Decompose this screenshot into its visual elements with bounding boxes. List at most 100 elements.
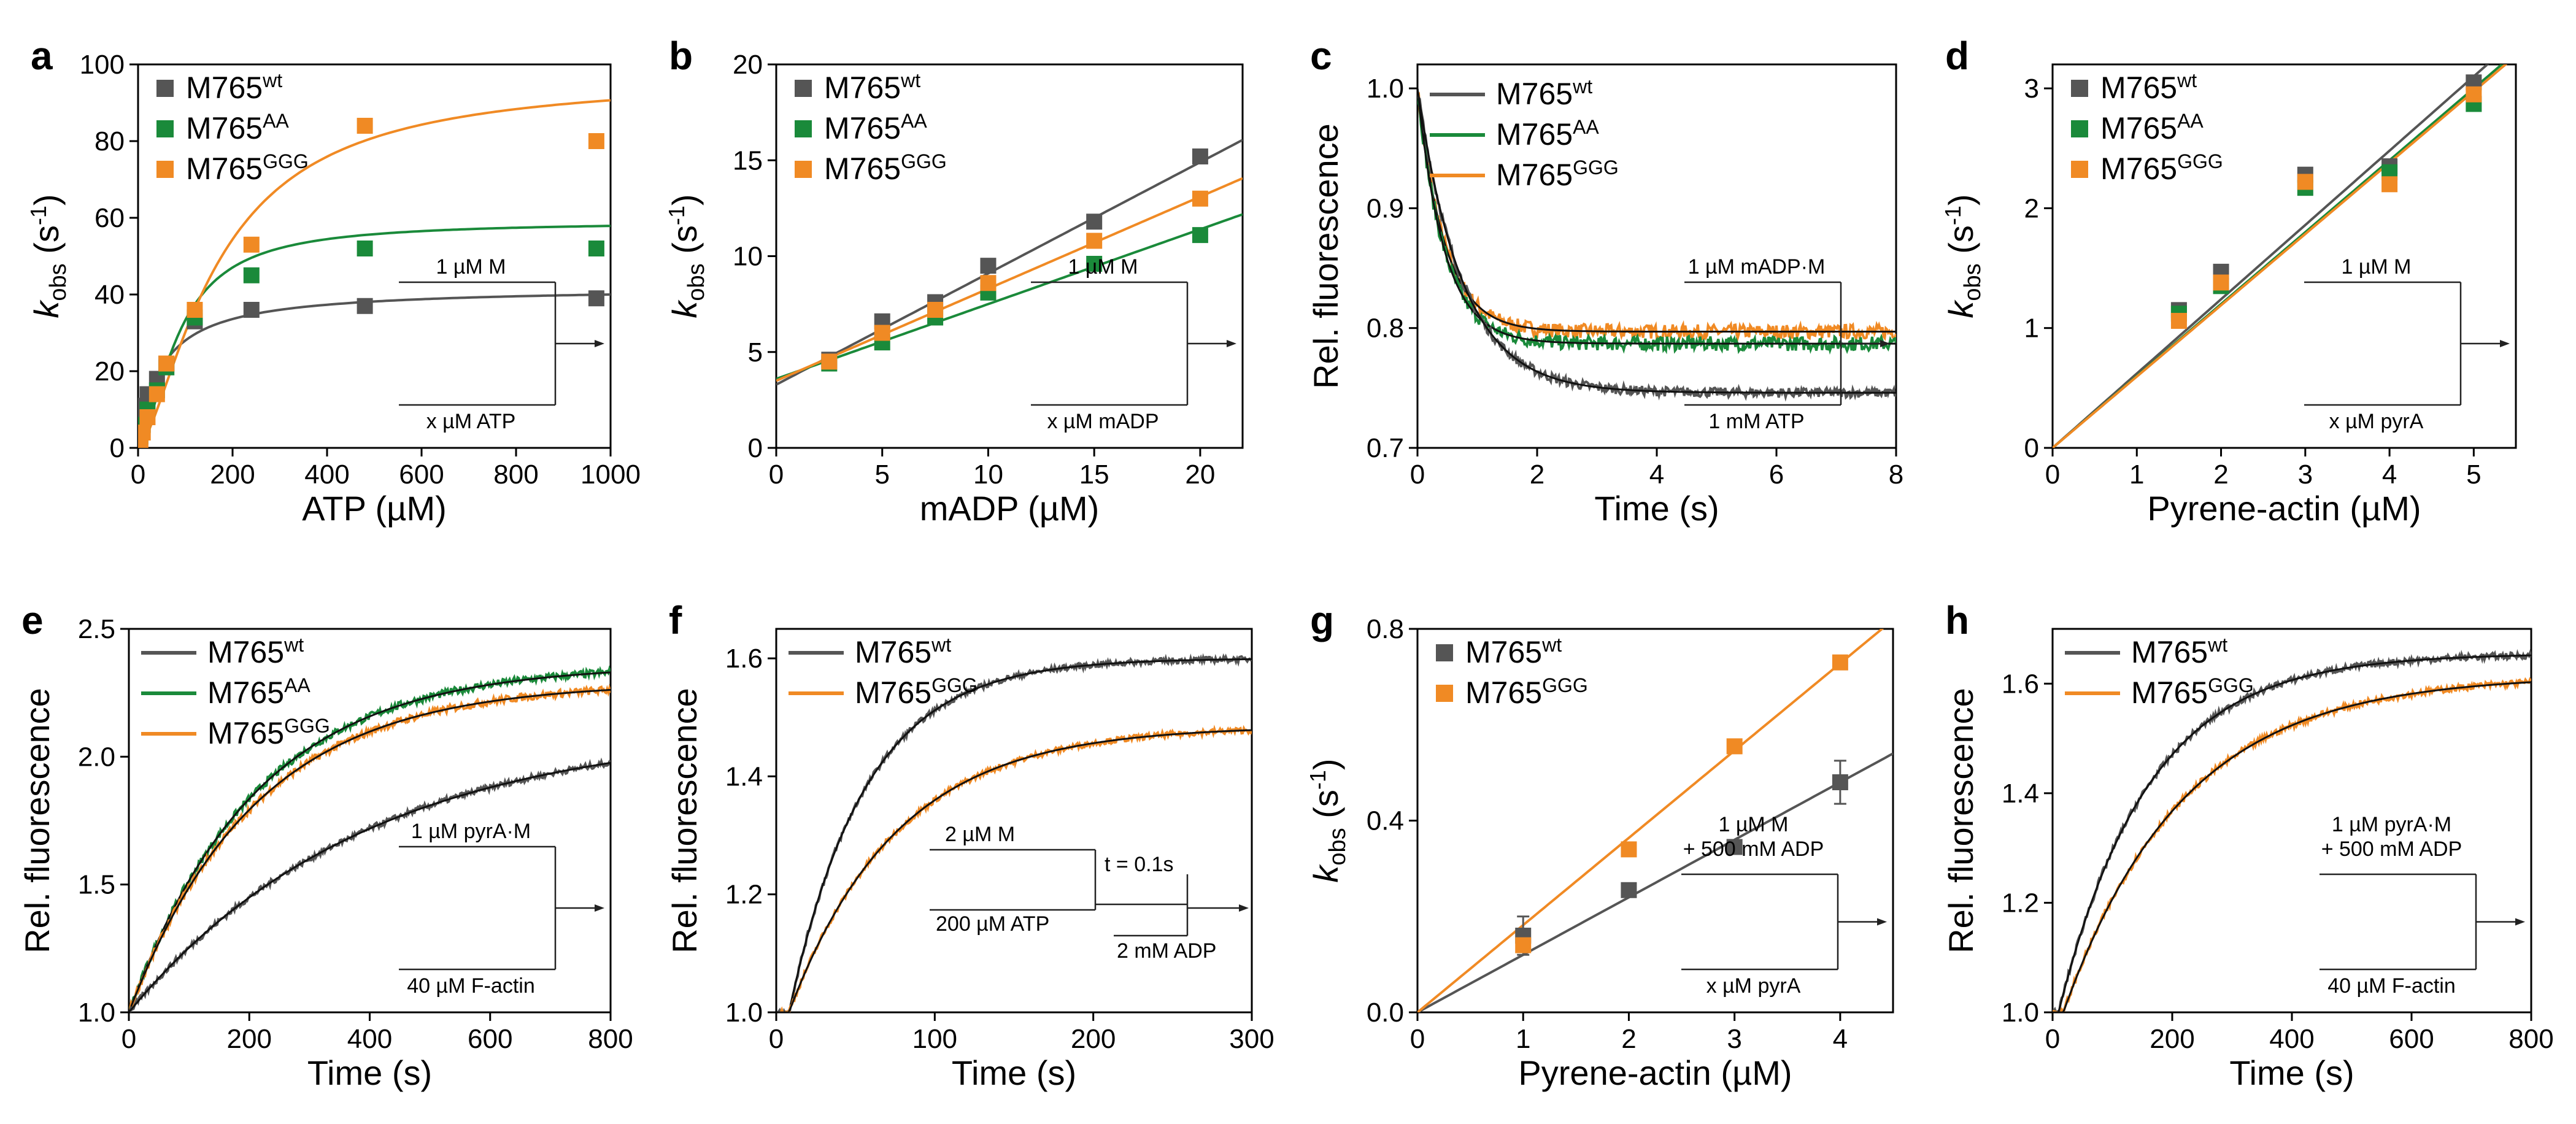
x-tick-label: 10: [973, 460, 1003, 490]
data-point-wt: [1832, 774, 1848, 790]
y-label-exp: -1: [1940, 206, 1965, 225]
panel-g: 0 1 2 3 4 0.0 0.4 0.8 Pyrene-actin (µM) kobs (s-1…: [1305, 598, 1894, 1092]
y-label-unit: (s: [1306, 790, 1345, 828]
panel-e: 0 200 400 600 800 1.0 1.5 2.0 2.5 Time (s) Rel. fl…: [18, 598, 633, 1092]
scheme-bottom-label: 40 µM F-actin: [2327, 974, 2456, 998]
plot-area: [1417, 88, 1896, 402]
axes-frame: [128, 628, 612, 1014]
scheme-top-label: 1 µM M: [436, 255, 506, 279]
x-tick-label: 0: [121, 1024, 136, 1054]
legend-label-GGG: M765GGG: [186, 150, 309, 186]
data-point-GGG: [138, 425, 151, 441]
trace-wt: [1417, 93, 1896, 402]
y-tick-label: 2.5: [78, 614, 115, 644]
legend-marker-wt: [795, 80, 812, 97]
scheme-arrowhead: [2515, 918, 2525, 926]
y-label-sub: obs: [45, 263, 71, 301]
y-axis-label: Rel. fluorescence: [18, 688, 56, 953]
data-point-GGG: [1832, 654, 1848, 671]
data-point-wt: [1086, 214, 1103, 230]
legend-label-sup: wt: [931, 634, 951, 656]
panel-label: b: [669, 34, 693, 78]
data-point-GGG: [874, 325, 890, 341]
data-point-wt: [357, 298, 373, 314]
x-tick-label: 0: [131, 460, 145, 490]
axes-frame: [137, 63, 612, 449]
trace-wt: [2053, 649, 2531, 1012]
x-tick-label: 8: [1889, 460, 1903, 490]
legend-label-base: M765: [207, 676, 284, 710]
data-point-AA: [357, 241, 373, 256]
legend-label-GGG: M765GGG: [855, 674, 978, 710]
data-point-GGG: [980, 275, 997, 291]
x-tick-label: 0: [769, 460, 784, 490]
data-point-GGG: [1515, 937, 1532, 953]
fit-curve-AA: [129, 671, 611, 1012]
scheme-arrowhead: [2500, 340, 2510, 347]
legend-label-base: M765: [2131, 635, 2208, 669]
legend-label-wt: M765wt: [1465, 634, 1562, 669]
legend-marker-wt: [2071, 80, 2088, 97]
legend-label-GGG: M765GGG: [2131, 674, 2254, 710]
legend-label-sup: wt: [262, 69, 282, 91]
legend-label-sup: GGG: [931, 674, 978, 696]
legend-label-sup: GGG: [1573, 156, 1619, 179]
y-label-sub: obs: [684, 263, 709, 301]
legend-label-base: M765: [824, 71, 901, 105]
data-point-GGG: [927, 302, 944, 318]
y-label-close: ): [1942, 194, 1980, 206]
panel-h: 0 200 400 600 800 1.0 1.2 1.4 1.6 Time (s) Rel. fl…: [1942, 598, 2554, 1092]
legend-label-sup: GGG: [2208, 674, 2254, 696]
fit-line-wt: [1417, 752, 1893, 1012]
y-label-unit: (s: [665, 225, 704, 263]
fit-curve-GGG: [129, 688, 611, 1012]
scheme-top-label: 1 µM pyrA·M: [2332, 813, 2451, 836]
legend-label-wt: M765wt: [207, 634, 304, 669]
scheme-mid-label: 200 µM ATP: [936, 912, 1049, 936]
trace-AA: [129, 665, 611, 1010]
trace-GGG: [779, 725, 1252, 1012]
data-point-GGG: [148, 386, 165, 402]
legend-label-base: M765: [824, 111, 901, 145]
y-tick-label: 0: [2024, 433, 2039, 463]
y-tick-label: 1: [2024, 314, 2039, 344]
x-axis-label: ATP (µM): [302, 489, 447, 528]
trace-wt: [129, 757, 611, 1012]
data-point-GGG: [821, 353, 838, 370]
legend-label-sup: AA: [1573, 116, 1599, 138]
trace-GGG: [2053, 677, 2531, 1012]
data-point-GGG: [1621, 841, 1637, 858]
scheme-arrowhead: [595, 904, 604, 912]
scheme-top-label: 1 µM M: [1718, 813, 1788, 836]
x-axis-label: Pyrene-actin (µM): [2147, 489, 2421, 528]
legend-label-sup: GGG: [263, 150, 309, 172]
plot-area: [776, 139, 1243, 386]
data-point-AA: [1086, 256, 1103, 272]
fit-curve-wt: [129, 761, 611, 1012]
y-tick-label: 2: [2024, 193, 2039, 223]
y-tick-label: 1.6: [725, 644, 763, 674]
x-tick-label: 200: [2150, 1024, 2194, 1054]
x-tick-label: 0: [1410, 1024, 1425, 1054]
legend-label-AA: M765AA: [186, 110, 289, 145]
legend-marker-AA: [2071, 120, 2088, 137]
scheme-top2-label: + 500 mM ADP: [2321, 837, 2462, 861]
x-tick-label: 3: [1727, 1024, 1741, 1054]
legend-label-sup: wt: [1541, 634, 1562, 656]
legend-label-base: M765: [2100, 111, 2177, 145]
legend-label-sup: wt: [2177, 69, 2197, 91]
data-point-AA: [1192, 227, 1208, 244]
legend-label-base: M765: [186, 71, 263, 105]
x-tick-label: 800: [493, 460, 538, 490]
data-point-GGG: [588, 133, 604, 149]
y-tick-label: 3: [2024, 74, 2039, 104]
y-axis-label: kobs (s-1): [1305, 758, 1351, 882]
plot-area: [776, 653, 1252, 1012]
y-tick-label: 0.9: [1367, 193, 1404, 223]
x-axis-label: Pyrene-actin (µM): [1518, 1053, 1792, 1092]
y-tick-label: 5: [748, 337, 763, 368]
legend-label-base: M765: [186, 111, 263, 145]
x-tick-label: 4: [1833, 1024, 1848, 1054]
legend-marker-GGG: [795, 161, 812, 178]
